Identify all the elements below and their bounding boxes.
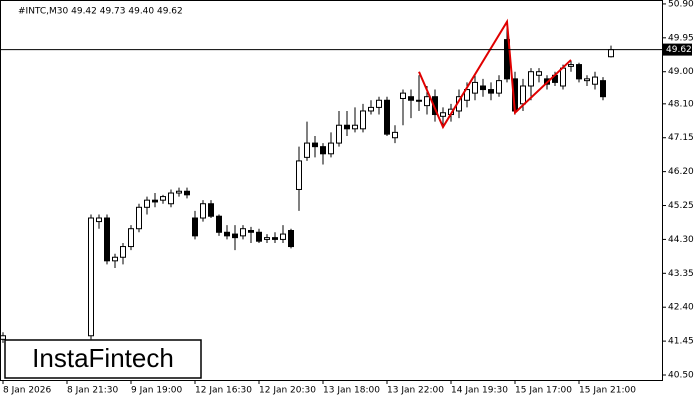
candle-body bbox=[344, 124, 350, 130]
candle-body bbox=[184, 190, 190, 196]
x-tick-label: 15 Jan 21:00 bbox=[579, 386, 636, 396]
y-tick-label: 49.95 bbox=[668, 33, 694, 43]
candle-body bbox=[416, 99, 422, 102]
candle-body bbox=[232, 233, 238, 239]
candle-body bbox=[304, 142, 310, 158]
x-tick-label: 15 Jan 17:00 bbox=[515, 386, 572, 396]
x-tick-label: 12 Jan 16:30 bbox=[195, 386, 252, 396]
x-tick-label: 8 Jan 21:30 bbox=[67, 386, 119, 396]
candle-body bbox=[376, 99, 382, 108]
plot-frame bbox=[0, 0, 663, 381]
candle-body bbox=[440, 112, 446, 117]
candle-body bbox=[120, 246, 126, 258]
y-tick-label: 43.35 bbox=[668, 269, 694, 279]
candle-body bbox=[104, 217, 110, 262]
chart-title: #INTC,M30 49.42 49.73 49.40 49.62 bbox=[18, 7, 183, 17]
candle-body bbox=[424, 96, 430, 107]
candle-body bbox=[192, 217, 198, 237]
y-tick-label: 44.30 bbox=[668, 235, 694, 245]
x-tick-label: 14 Jan 19:30 bbox=[451, 386, 508, 396]
candle-body bbox=[264, 237, 270, 240]
last-price-label: 49.62 bbox=[666, 45, 692, 55]
candle-body bbox=[608, 49, 614, 58]
y-tick-label: 42.40 bbox=[668, 303, 694, 313]
x-tick-label: 12 Jan 20:30 bbox=[259, 386, 316, 396]
candle-body bbox=[224, 231, 230, 237]
candle-body bbox=[160, 196, 166, 201]
candle-body bbox=[464, 89, 470, 101]
candle-body bbox=[528, 71, 534, 87]
candle-body bbox=[320, 146, 326, 155]
logo: InstaFintech bbox=[32, 343, 174, 373]
candle-body bbox=[216, 215, 222, 233]
x-tick-label: 13 Jan 18:00 bbox=[323, 386, 380, 396]
candle-body bbox=[568, 64, 574, 67]
candle-body bbox=[168, 192, 174, 205]
candle-body bbox=[368, 106, 374, 112]
candle-body bbox=[288, 229, 294, 248]
y-tick-label: 47.15 bbox=[668, 133, 694, 143]
candle-body bbox=[88, 217, 94, 337]
candle-body bbox=[208, 203, 214, 217]
y-tick-label: 45.25 bbox=[668, 201, 694, 211]
candle-body bbox=[112, 256, 118, 262]
pattern-line bbox=[418, 18, 572, 130]
candle-body bbox=[0, 335, 6, 340]
candle-body bbox=[272, 237, 278, 240]
last-price-box bbox=[662, 43, 692, 56]
candle-body bbox=[560, 67, 566, 87]
y-tick-label: 48.10 bbox=[668, 99, 694, 109]
y-tick-label: 46.20 bbox=[668, 167, 694, 177]
candle-body bbox=[584, 78, 590, 82]
candle-body bbox=[328, 142, 334, 155]
y-tick-label: 50.90 bbox=[668, 0, 694, 9]
candle-body bbox=[472, 81, 478, 94]
candle-body bbox=[152, 199, 158, 203]
candle-body bbox=[136, 206, 142, 230]
candle-body bbox=[256, 231, 262, 242]
candle-body bbox=[240, 228, 246, 237]
y-tick-label: 49.00 bbox=[668, 67, 694, 77]
candle-body bbox=[576, 64, 582, 80]
candle-body bbox=[408, 96, 414, 101]
candle-body bbox=[384, 99, 390, 135]
candle-body bbox=[536, 71, 542, 76]
candle-body bbox=[592, 76, 598, 85]
y-tick-label: 41.45 bbox=[668, 337, 694, 347]
candle-body bbox=[336, 124, 342, 144]
candle-body bbox=[200, 203, 206, 219]
candle-body bbox=[296, 160, 302, 190]
x-tick-label: 13 Jan 22:00 bbox=[387, 386, 444, 396]
x-tick-label: 9 Jan 19:00 bbox=[131, 386, 183, 396]
candle-body bbox=[400, 92, 406, 99]
candle-body bbox=[520, 85, 526, 105]
candle-body bbox=[176, 190, 182, 194]
candle-body bbox=[488, 89, 494, 94]
candle-body bbox=[280, 233, 286, 240]
candle-body bbox=[352, 124, 358, 130]
y-tick-label: 40.50 bbox=[668, 371, 694, 381]
candle-body bbox=[248, 229, 254, 233]
logo-box bbox=[4, 339, 202, 379]
candle-body bbox=[128, 228, 134, 248]
candle-body bbox=[144, 199, 150, 208]
candle-body bbox=[360, 110, 366, 130]
candle-body bbox=[96, 217, 102, 223]
candle-body bbox=[600, 80, 606, 98]
x-tick-label: 8 Jan 2026 bbox=[3, 386, 51, 396]
candle-body bbox=[392, 131, 398, 139]
candle-body bbox=[432, 96, 438, 116]
candle-body bbox=[480, 85, 486, 91]
candle-body bbox=[312, 142, 318, 148]
candle-body bbox=[496, 80, 502, 94]
